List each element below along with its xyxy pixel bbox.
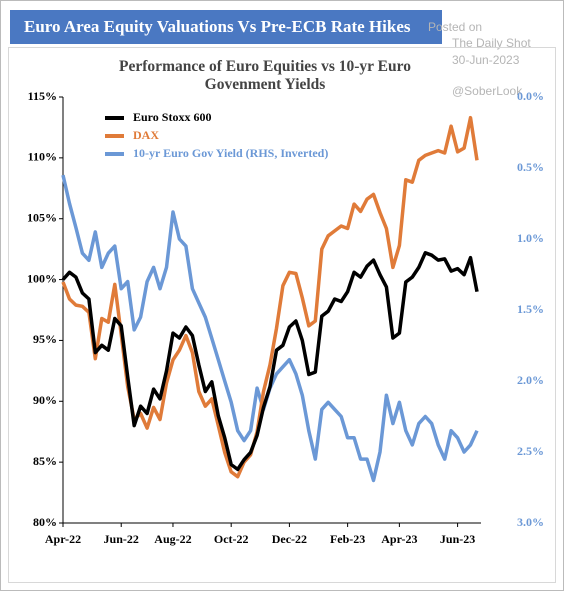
chart-box	[8, 47, 556, 583]
y-tick-label: 100%	[27, 271, 57, 285]
x-tick-label: Oct-22	[214, 532, 249, 546]
x-tick-label: Feb-23	[330, 532, 365, 546]
x-tick-label: Jun-22	[104, 532, 139, 546]
y2-tick-label: 0.0%	[517, 89, 544, 103]
y2-tick-label: 0.5%	[517, 160, 544, 174]
series-line	[61, 115, 479, 479]
series-line	[61, 251, 479, 472]
y2-tick-label: 2.0%	[517, 373, 544, 387]
y-tick-label: 95%	[33, 332, 57, 346]
y-tick-label: 85%	[33, 454, 57, 468]
legend-label: DAX	[133, 128, 159, 142]
y-tick-label: 90%	[33, 393, 57, 407]
x-tick-label: Apr-23	[381, 532, 417, 546]
watermark: @SoberLook	[452, 84, 523, 98]
y2-tick-label: 2.5%	[517, 444, 544, 458]
banner-title: Euro Area Equity Valuations Vs Pre-ECB R…	[10, 10, 442, 44]
chart-title: Performance of Euro Equities vs 10-yr Eu…	[119, 58, 411, 93]
x-tick-label: Dec-22	[272, 532, 307, 546]
y-tick-label: 110%	[28, 150, 57, 164]
x-tick-label: Apr-22	[45, 532, 81, 546]
legend-label: Euro Stoxx 600	[133, 110, 211, 124]
x-tick-label: Jun-23	[440, 532, 475, 546]
y-tick-label: 80%	[33, 515, 57, 529]
legend-label: 10-yr Euro Gov Yield (RHS, Inverted)	[133, 146, 328, 160]
y-tick-label: 105%	[27, 210, 57, 224]
series-line	[61, 174, 479, 483]
y2-tick-label: 1.5%	[517, 302, 544, 316]
y2-tick-label: 1.0%	[517, 231, 544, 245]
y-tick-label: 115%	[28, 89, 57, 103]
x-tick-label: Aug-22	[154, 532, 191, 546]
y2-tick-label: 3.0%	[517, 515, 544, 529]
watermark: Posted on	[428, 20, 483, 34]
watermark: The Daily Shot	[452, 36, 531, 50]
watermark: 30-Jun-2023	[452, 53, 520, 67]
